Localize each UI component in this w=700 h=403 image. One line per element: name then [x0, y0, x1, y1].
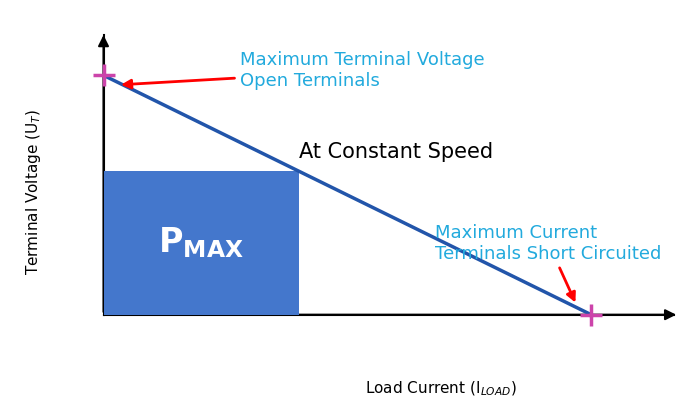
Text: Maximum Current
Terminals Short Circuited: Maximum Current Terminals Short Circuite…	[435, 224, 662, 300]
Text: At Constant Speed: At Constant Speed	[299, 142, 493, 162]
Text: $\mathbf{P}_{\mathbf{MAX}}$: $\mathbf{P}_{\mathbf{MAX}}$	[158, 226, 244, 260]
Bar	[104, 171, 299, 315]
Text: Maximum Terminal Voltage
Open Terminals: Maximum Terminal Voltage Open Terminals	[124, 52, 484, 90]
Text: Terminal Voltage (U$_T$): Terminal Voltage (U$_T$)	[24, 108, 43, 274]
Text: Load Current (I$_{LOAD}$): Load Current (I$_{LOAD}$)	[365, 380, 517, 398]
